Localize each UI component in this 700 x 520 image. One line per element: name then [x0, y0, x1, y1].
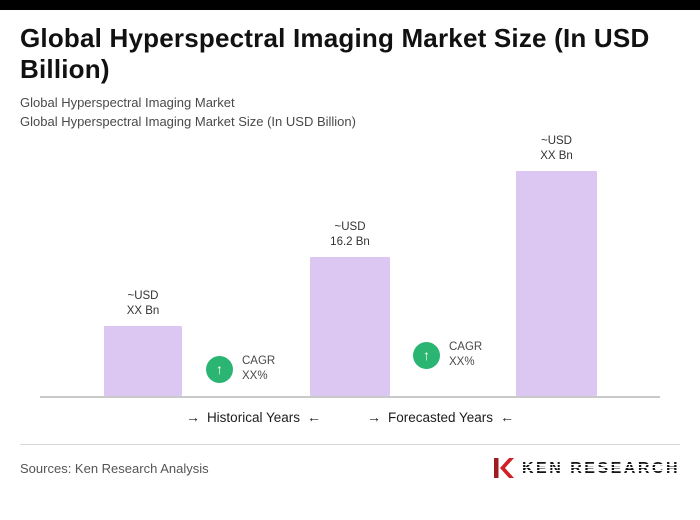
growth-up-arrow-icon: ↑	[206, 355, 233, 383]
arrow-left-icon: ←	[500, 409, 515, 426]
cagr-label: CAGR XX%	[242, 355, 276, 383]
bar-historical: ~USD XX Bn	[104, 290, 182, 397]
footer: Sources: Ken Research Analysis KEN RESEA…	[20, 458, 681, 479]
growth-up-arrow-icon: ↑	[413, 341, 440, 369]
arrow-right-icon: →	[185, 409, 200, 426]
bar-forecast: ~USD XX Bn	[516, 135, 597, 397]
footer-divider	[20, 444, 680, 446]
period-axis-labels: → Historical Years ← → Forecasted Years …	[20, 409, 680, 425]
page-title: Global Hyperspectral Imaging Market Size…	[20, 23, 650, 85]
top-accent-bar	[0, 0, 700, 10]
bar-value-label: ~USD 16.2 Bn	[330, 221, 370, 249]
bar-chart: ~USD XX Bn ~USD 16.2 Bn ~USD XX Bn ↑ CAG…	[20, 135, 680, 399]
arrow-right-icon: →	[366, 409, 381, 426]
cagr-badge-historical: ↑ CAGR XX%	[206, 354, 275, 384]
cagr-label: CAGR XX%	[449, 341, 483, 369]
ken-research-wordmark: KEN RESEARCH	[521, 459, 681, 478]
ken-research-k-icon	[493, 458, 514, 479]
cagr-badge-forecast: ↑ CAGR XX%	[413, 340, 482, 370]
bar-value-label: ~USD XX Bn	[540, 135, 573, 163]
historical-years-label: → Historical Years ←	[185, 409, 321, 426]
chart-subtitle: Global Hyperspectral Imaging Market Glob…	[20, 94, 680, 131]
arrow-left-icon: ←	[306, 409, 321, 426]
infographic-page: Global Hyperspectral Imaging Market Size…	[0, 23, 700, 479]
chart-subtitle-line1: Global Hyperspectral Imaging Market	[20, 95, 235, 111]
forecasted-years-label: → Forecasted Years ←	[366, 409, 515, 426]
sources-note: Sources: Ken Research Analysis	[20, 460, 209, 476]
chart-subtitle-line2: Global Hyperspectral Imaging Market Size…	[20, 113, 356, 129]
x-axis-baseline	[40, 396, 660, 399]
bar-value-label: ~USD XX Bn	[126, 290, 160, 318]
bar-base-year: ~USD 16.2 Bn	[310, 221, 390, 397]
ken-research-logo: KEN RESEARCH	[493, 458, 681, 479]
